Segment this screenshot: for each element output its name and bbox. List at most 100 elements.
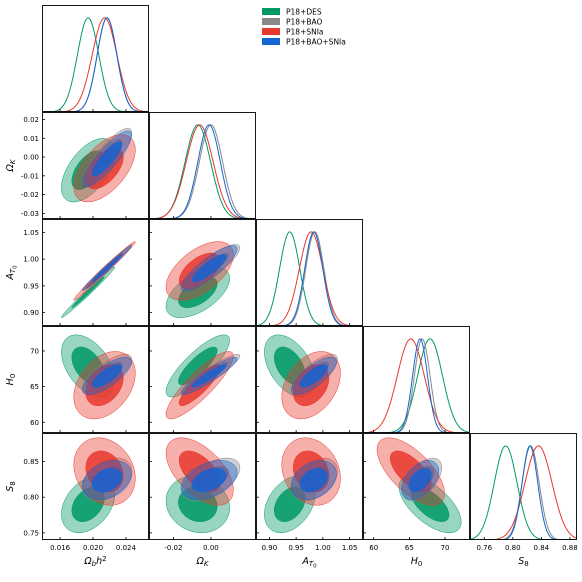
panel-frame [256,326,363,433]
axis-label-h0: H0 [5,374,17,386]
marginal-curve-p18-des [256,231,363,326]
x-tick-label: 0.95 [288,544,304,552]
contour-68-p18-bao-snia [191,364,227,388]
legend-swatch [262,28,280,35]
marginal-curve-p18-bao [470,445,577,540]
contour-68-p18-bao-snia [299,467,328,493]
axis-label-s8: S8 [5,481,17,492]
legend-item-p18-bao-snia: P18+BAO+SNIa [262,38,346,47]
axis-label-at0: AT0 [301,556,317,570]
panel-content [149,124,256,219]
x-tick-label: 65 [405,544,414,552]
axis-label-h0: H0 [411,556,423,568]
y-tick-label: 0.80 [23,494,39,502]
x-tick-label: 0.76 [476,544,492,552]
panel-frame [149,219,256,326]
x-tick-label: 0.80 [505,544,521,552]
panel-frame [42,112,149,219]
panel-content [264,334,341,420]
panel-content [256,231,363,326]
panel-frame [149,112,256,219]
panel-frame [42,219,149,326]
y-tick-label: 0.95 [23,282,39,290]
y-tick-label: 0.75 [23,529,39,537]
x-tick-label: 0.016 [50,544,71,552]
panel-h0-omk [149,326,256,433]
x-tick-label: -0.02 [164,544,182,552]
panel-content [264,437,341,534]
panel-s8-s8: 0.76 0.80 0.84 0.88 [470,433,578,552]
axis-label-at0: AT0 [5,265,19,281]
panel-omk-obh2: -0.03 -0.02 -0.01 0.00 0.01 0.02 [21,112,149,219]
panel-content [61,127,136,203]
legend-label: P18+SNIa [286,28,324,37]
marginal-curve-p18-des [470,445,577,540]
panel-content [61,437,136,534]
panel-frame [363,326,470,433]
contour-68-p18-bao-snia [91,141,123,177]
legend-label: P18+BAO+SNIa [286,38,346,47]
panel-s8-omk: -0.02 0.00 [149,433,256,552]
panel-frame [149,433,256,540]
legend-item-p18-des: P18+DES [262,8,322,17]
axis-label-omk: ΩK [196,556,210,568]
panel-obh2-obh2 [42,5,149,112]
panel-frame [256,433,363,540]
panel-content [61,334,136,420]
x-tick-label: 0.84 [534,544,550,552]
x-tick-label: 0.90 [262,544,278,552]
panel-frame [470,433,577,540]
panel-frame [42,326,149,433]
contour-68-p18-bao-snia [408,467,432,493]
y-tick-label: -0.01 [21,172,39,180]
marginal-curve-p18-snia [149,124,256,219]
contour-68-p18-bao-snia [299,364,328,388]
panel-h0-at0 [256,326,363,433]
marginal-curve-p18-bao-snia [42,17,149,112]
legend-item-p18-snia: P18+SNIa [262,28,324,37]
contour-68-p18-des [71,276,105,309]
axis-label-s8: S8 [518,556,529,568]
contour-68-p18-bao-snia [191,467,227,493]
legend-item-p18-bao: P18+BAO [262,18,322,27]
panel-h0-h0 [363,326,470,433]
panel-frame [363,433,470,540]
contour-68-p18-des [274,486,306,522]
contour-68-p18-des [410,486,450,522]
y-tick-label: 0.01 [23,135,39,143]
x-tick-label: 0.020 [83,544,103,552]
x-tick-label: 70 [441,544,450,552]
y-tick-label: 0.02 [23,116,39,124]
y-tick-label: 1.05 [23,229,39,237]
contour-68-p18-bao-snia [91,364,123,388]
contour-68-p18-des [71,486,105,522]
y-tick-label: 1.00 [23,256,39,264]
panel-s8-obh2: 0.016 0.020 0.024 0.75 0.80 0.85 [23,433,149,552]
marginal-curve-p18-snia [470,445,577,540]
contour-68-p18-bao-snia [91,254,123,283]
legend-swatch [262,8,280,15]
panel-at0-obh2: 0.90 0.95 1.00 1.05 [23,219,149,326]
y-tick-label: 65 [30,383,39,391]
legend-label: P18+DES [286,8,322,17]
panel-content [376,437,462,533]
panel-at0-omk [149,219,256,326]
panel-content [470,445,577,540]
panel-frame [42,5,149,112]
legend-swatch [262,18,280,25]
panels-layer: -0.03 -0.02 -0.01 0.00 0.01 0.02 0.90 0.95 1.00 1… [5,5,578,570]
panel-h0-obh2: 60 65 70 [30,326,149,433]
x-tick-label: 60 [369,544,378,552]
panel-s8-at0: 0.90 0.95 1.00 1.05 [256,433,363,552]
x-tick-label: 0.024 [116,544,137,552]
y-tick-label: -0.02 [21,191,39,199]
x-tick-label: 1.05 [342,544,358,552]
contour-68-p18-bao-snia [191,254,227,283]
marginal-curve-p18-bao-snia [363,338,470,433]
panel-frame [256,219,363,326]
panel-content [42,17,149,112]
panel-content [165,241,241,318]
axis-label-obh2: Ωbh2 [83,555,106,568]
